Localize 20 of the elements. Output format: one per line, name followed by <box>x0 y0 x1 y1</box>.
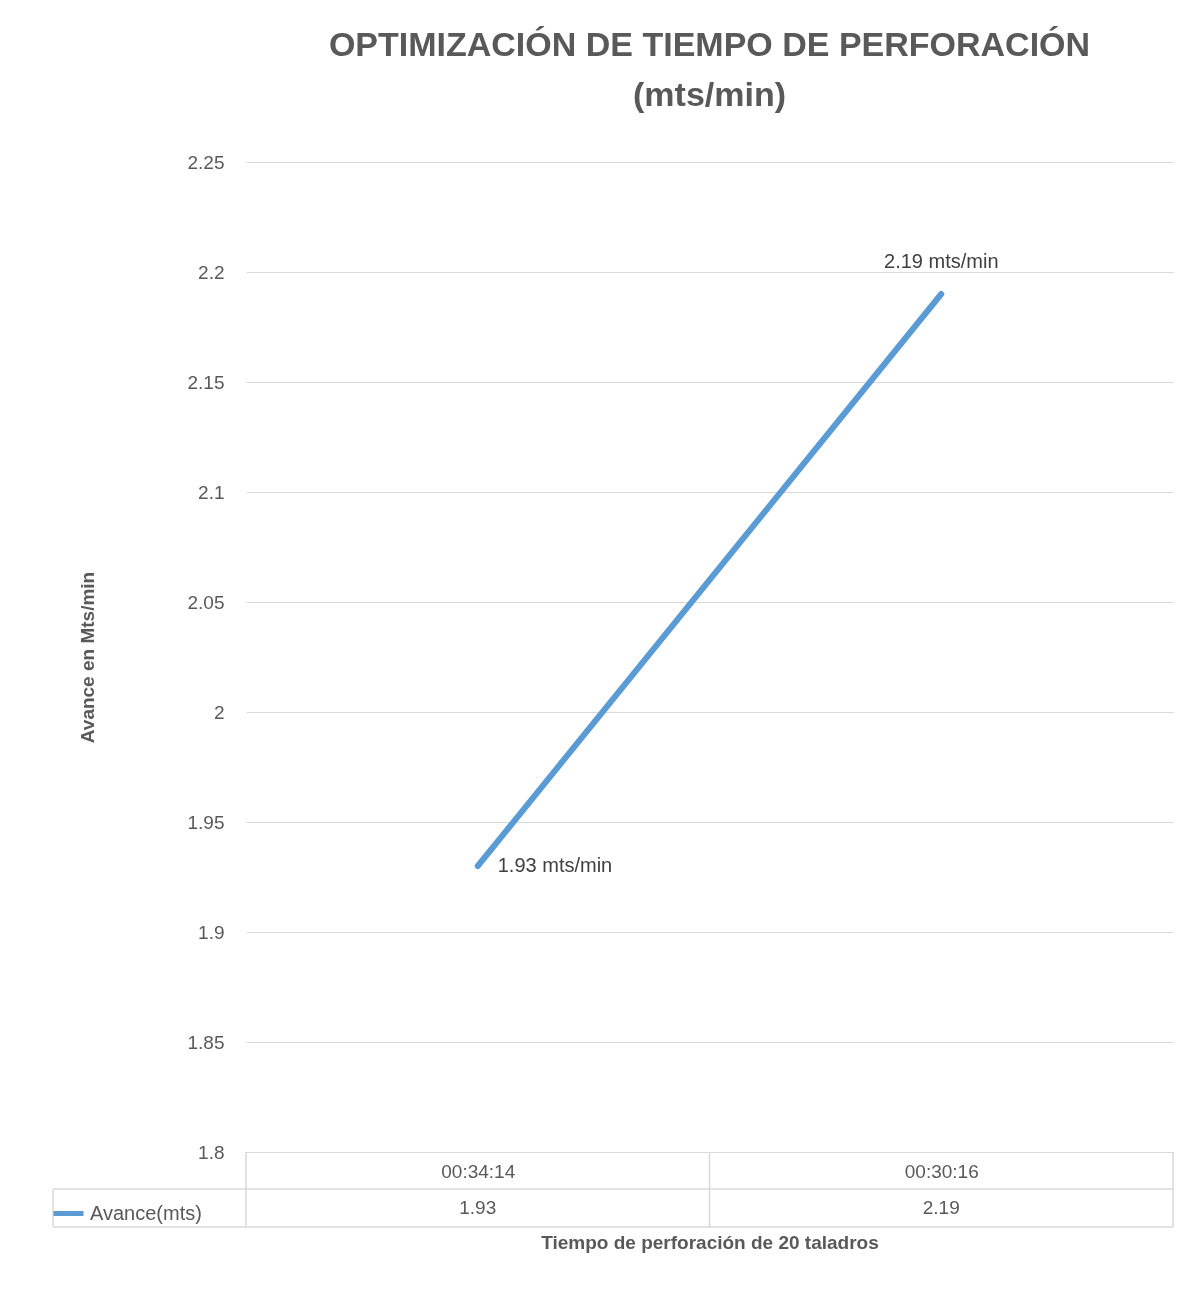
x-tick-label: 00:30:16 <box>904 1160 979 1182</box>
annotation: 1.93 mts/min <box>497 854 613 876</box>
y-tick-label: 2.1 <box>198 481 225 503</box>
y-tick-label: 1.85 <box>187 1031 225 1053</box>
x-tick-label: 00:34:14 <box>441 1160 516 1182</box>
legend-label: Avance(mts) <box>90 1201 202 1224</box>
y-tick-label: 1.95 <box>187 811 225 833</box>
data-label: 1.93 <box>459 1197 497 1218</box>
data-label: 2.19 <box>922 1197 960 1218</box>
y-tick-label: 2 <box>213 701 225 723</box>
y-tick-label: 1.9 <box>198 921 225 943</box>
annotation: 2.19 mts/min <box>884 250 999 272</box>
x-axis-title: Tiempo de perforación de 20 taladros <box>541 1231 879 1253</box>
y-tick-label: 2.25 <box>187 151 225 173</box>
y-tick-label: 1.8 <box>198 1141 225 1163</box>
y-tick-label: 2.15 <box>187 371 225 393</box>
y-tick-label: 2.2 <box>198 261 225 283</box>
y-axis-title: Avance en Mts/min <box>76 571 98 744</box>
y-tick-label: 2.05 <box>187 591 225 613</box>
chart-title: OPTIMIZACIÓN DE TIEMPO DE PERFORACIÓN (mts/min) <box>328 25 1091 113</box>
